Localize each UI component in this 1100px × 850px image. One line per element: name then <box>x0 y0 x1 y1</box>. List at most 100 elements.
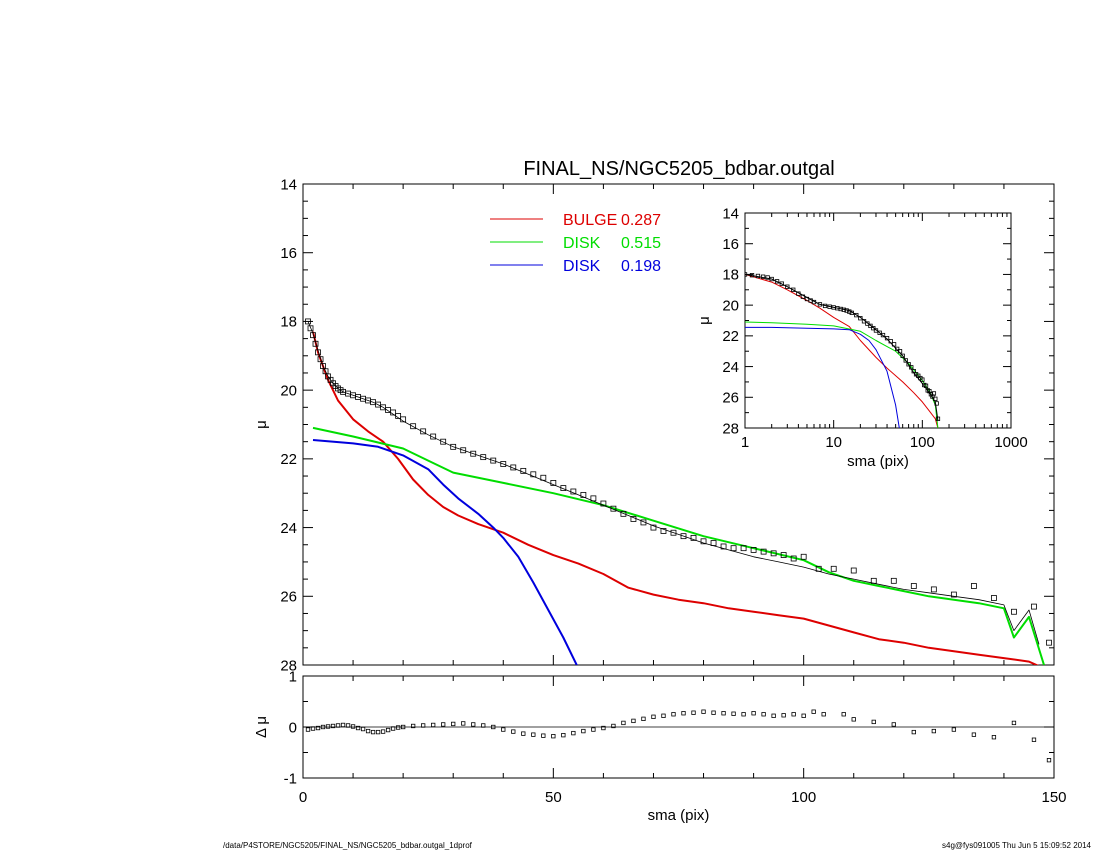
x-tick-label: 10 <box>825 434 842 451</box>
data-point <box>307 325 314 332</box>
data-point <box>451 721 456 727</box>
data-point <box>375 729 381 735</box>
data-point <box>317 356 324 363</box>
data-point <box>791 287 796 292</box>
data-point <box>791 712 796 717</box>
data-point <box>700 538 707 545</box>
data-point <box>551 734 556 739</box>
data-point <box>450 443 457 450</box>
data-point <box>420 428 427 435</box>
main-chart-title: FINAL_NS/NGC5205_bdbar.outgal <box>523 158 834 180</box>
data-point <box>711 710 716 715</box>
data-point <box>950 591 957 598</box>
total-model-line-3 <box>745 273 939 421</box>
data-point <box>631 718 636 724</box>
data-point <box>760 548 767 555</box>
data-point <box>340 722 346 728</box>
data-point <box>897 349 903 354</box>
data-point <box>541 733 546 738</box>
data-point <box>430 433 437 440</box>
data-point <box>970 583 977 589</box>
y-tick-label: 20 <box>280 382 297 399</box>
x-tick-label: 150 <box>1041 789 1066 806</box>
y-tick-label: 22 <box>722 328 739 345</box>
data-point <box>854 312 859 318</box>
data-point <box>830 565 837 572</box>
data-point <box>670 529 677 536</box>
data-point <box>800 553 807 560</box>
y-tick-label: 16 <box>280 245 297 262</box>
legend-label: BULGE <box>563 212 617 229</box>
data-point <box>841 712 846 717</box>
data-point <box>721 711 726 716</box>
data-point <box>771 713 776 718</box>
data-point <box>560 485 567 491</box>
data-point <box>760 274 766 279</box>
footer-file-path: /data/P4STORE/NGC5205/FINAL_NS/NGC5205_b… <box>223 841 472 850</box>
data-point <box>385 727 391 733</box>
data-point <box>741 712 746 717</box>
x-axis-label: sma (pix) <box>648 807 710 824</box>
data-point <box>690 534 697 541</box>
y-tick-label: 26 <box>722 390 739 407</box>
data-point <box>441 722 446 727</box>
data-point <box>761 712 766 717</box>
data-point <box>931 728 936 734</box>
data-point <box>431 722 436 728</box>
data-point <box>781 713 786 718</box>
data-point <box>910 583 917 589</box>
data-point <box>320 724 326 730</box>
disk-line-1 <box>312 426 1045 665</box>
data-point <box>951 727 957 732</box>
data-point <box>440 438 447 445</box>
data-point <box>312 340 319 347</box>
data-point <box>355 725 361 731</box>
data-point <box>701 709 706 714</box>
data-point <box>490 457 497 464</box>
data-point <box>749 273 755 278</box>
data-point <box>630 516 637 522</box>
data-point <box>785 284 790 289</box>
data-point <box>796 291 801 296</box>
y-tick-label: 28 <box>280 657 297 674</box>
data-point <box>421 723 426 728</box>
data-point <box>400 416 407 423</box>
data-point <box>610 505 617 512</box>
x-tick-label: 1 <box>741 434 749 451</box>
data-point <box>305 727 311 732</box>
data-point <box>800 294 806 299</box>
main-series-group <box>305 318 1052 665</box>
y-tick-label: 22 <box>280 451 297 468</box>
data-point <box>500 461 507 467</box>
data-point <box>774 279 780 284</box>
y-tick-label: 26 <box>280 589 297 606</box>
data-point <box>710 540 717 546</box>
data-point <box>691 710 696 715</box>
data-point <box>871 326 876 331</box>
data-point <box>750 547 757 553</box>
data-point <box>590 495 597 502</box>
data-point <box>931 391 937 396</box>
data-point <box>671 712 676 717</box>
data-point <box>580 492 587 498</box>
legend-entry-2: DISK 0.198 <box>490 258 661 275</box>
data-point <box>345 723 351 728</box>
y-tick-label: 14 <box>280 176 297 193</box>
y-tick-label: 18 <box>722 267 739 284</box>
y-axis-label: μ <box>253 420 270 429</box>
data-point <box>877 330 882 335</box>
data-point <box>571 730 576 736</box>
legend-value: 0.198 <box>621 258 661 275</box>
data-point <box>870 577 877 584</box>
data-point <box>681 711 686 716</box>
data-point <box>858 316 863 321</box>
disk-line-2 <box>312 439 578 665</box>
legend-label: DISK <box>563 258 601 275</box>
data-point <box>815 565 822 572</box>
data-point <box>847 309 852 314</box>
data-point <box>779 281 784 286</box>
bulge-line-0 <box>312 331 1039 665</box>
data-point <box>935 416 941 421</box>
